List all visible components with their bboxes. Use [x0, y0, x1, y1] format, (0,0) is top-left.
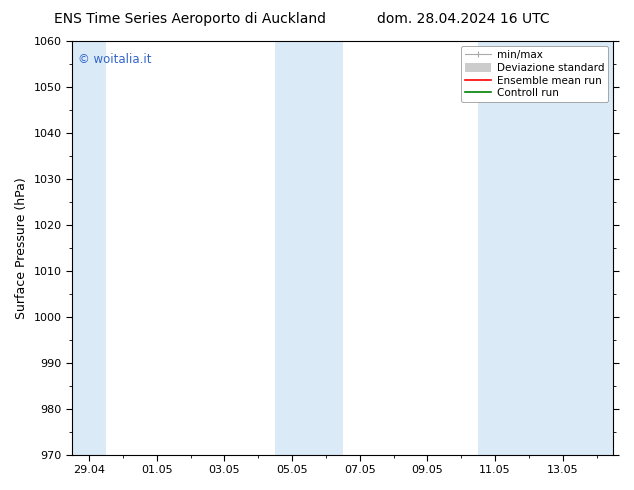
Legend: min/max, Deviazione standard, Ensemble mean run, Controll run: min/max, Deviazione standard, Ensemble m… [461, 46, 608, 102]
Bar [72, 41, 106, 455]
Bar [275, 41, 343, 455]
Y-axis label: Surface Pressure (hPa): Surface Pressure (hPa) [15, 177, 28, 318]
Bar [478, 41, 614, 455]
Text: ENS Time Series Aeroporto di Auckland: ENS Time Series Aeroporto di Auckland [54, 12, 327, 26]
Text: dom. 28.04.2024 16 UTC: dom. 28.04.2024 16 UTC [377, 12, 549, 26]
Text: © woitalia.it: © woitalia.it [77, 53, 151, 67]
